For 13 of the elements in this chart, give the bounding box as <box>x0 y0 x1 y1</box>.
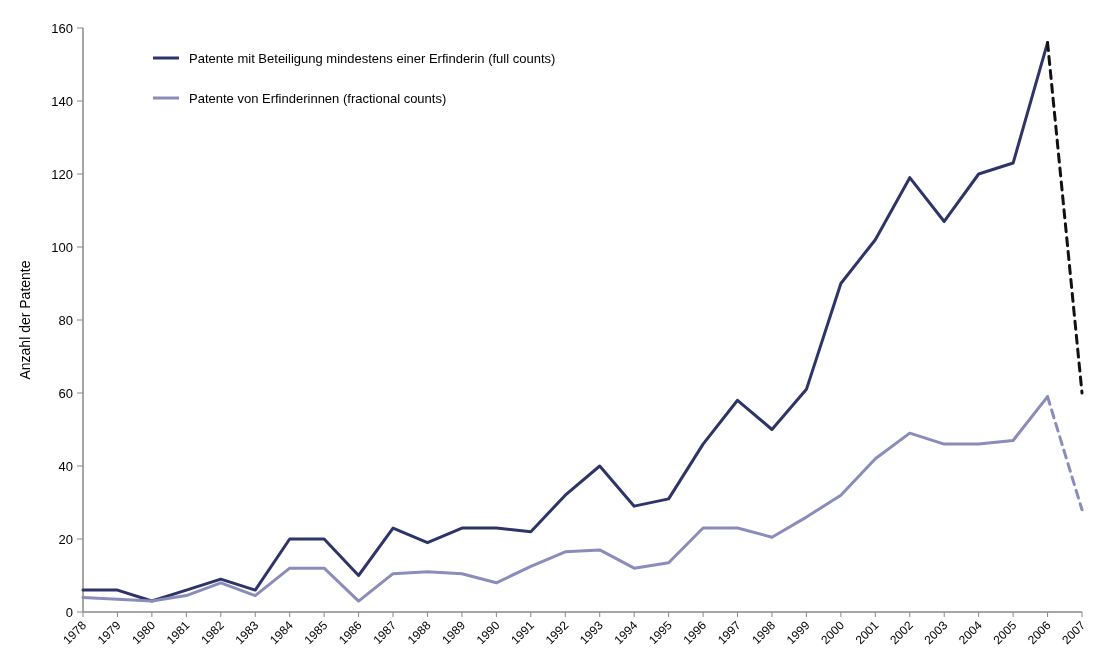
line-series <box>81 41 1050 603</box>
y-tick-label: 140 <box>51 93 73 109</box>
y-axis-title: Anzahl der Patente <box>17 260 33 380</box>
y-tick-label: 160 <box>51 20 73 36</box>
y-tick-label: 80 <box>58 312 73 328</box>
y-tick-label: 120 <box>51 166 73 182</box>
y-tick-label: 0 <box>65 604 73 620</box>
legend-label: Patente von Erfinderinnen (fractional counts) <box>189 90 447 106</box>
y-tick-label: 40 <box>58 458 73 474</box>
legend-label: Patente mit Beteiligung mindestens einer Erfinderin (full counts) <box>189 50 556 66</box>
y-tick-label: 100 <box>51 239 73 255</box>
y-tick-label: 60 <box>58 385 73 401</box>
y-tick-label: 20 <box>58 531 73 547</box>
